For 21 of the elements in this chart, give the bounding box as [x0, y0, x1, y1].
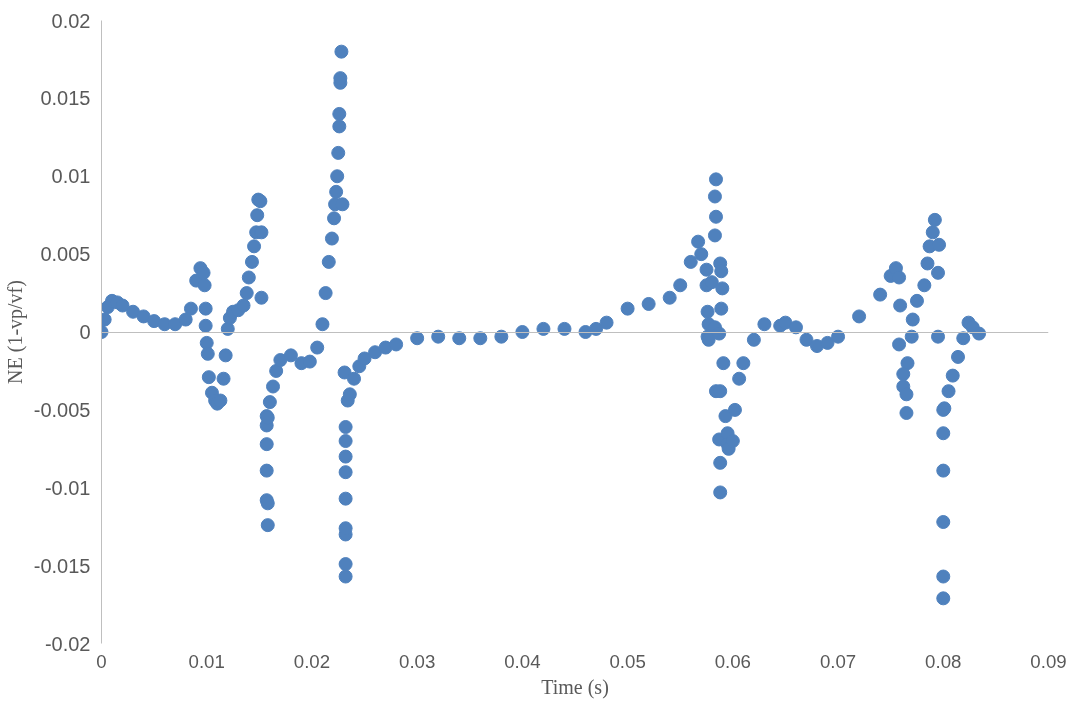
x-tick-label: 0.02 — [293, 650, 331, 672]
y-tick-label: 0.005 — [40, 243, 91, 266]
x-tick-label: 0.01 — [188, 650, 225, 672]
y-tick-label: 0.015 — [40, 87, 91, 110]
x-tick-label: 0.04 — [504, 650, 541, 672]
x-axis-title: Time (s) — [541, 675, 609, 699]
x-tick-label: 0.09 — [1030, 650, 1067, 672]
x-tick-label: 0.07 — [819, 650, 857, 672]
y-axis-title: NE (1-vp/vf) — [3, 280, 27, 384]
y-tick-label: -0.02 — [44, 632, 91, 655]
x-tick-label: 0 — [96, 650, 107, 672]
y-tick-label: 0.02 — [51, 9, 91, 32]
x-tick-label: 0.08 — [925, 650, 962, 672]
y-tick-label: -0.015 — [33, 554, 91, 577]
x-tick-label: 0.06 — [714, 650, 751, 672]
y-tick-label: 0.01 — [51, 165, 91, 188]
x-tick-label: 0.05 — [609, 650, 646, 672]
y-tick-label: -0.01 — [44, 476, 91, 499]
y-tick-label: -0.005 — [33, 398, 91, 421]
x-tick-label: 0.03 — [399, 650, 436, 672]
y-tick-label: 0 — [79, 321, 91, 343]
